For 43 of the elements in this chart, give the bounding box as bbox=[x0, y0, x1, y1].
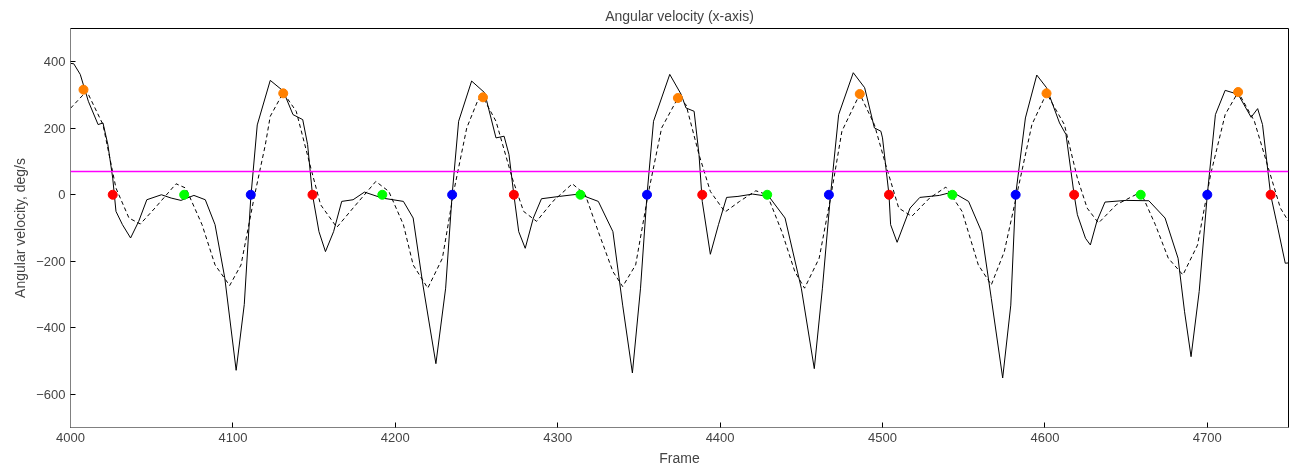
y-axis-title: Angular velocity, deg/s bbox=[12, 158, 29, 298]
point bbox=[642, 189, 653, 200]
y-tick-label: −200 bbox=[36, 253, 66, 269]
point bbox=[447, 189, 458, 200]
point bbox=[823, 189, 834, 200]
x-tick-label: 4600 bbox=[1030, 429, 1060, 445]
point bbox=[377, 189, 388, 200]
point bbox=[508, 189, 519, 200]
point bbox=[179, 189, 190, 200]
point bbox=[1265, 189, 1276, 200]
point bbox=[947, 189, 958, 200]
x-tick-label: 4700 bbox=[1192, 429, 1222, 445]
y-tick-label: 0 bbox=[58, 187, 66, 203]
x-tick-label: 4100 bbox=[218, 429, 248, 445]
point bbox=[884, 189, 894, 200]
x-tick-label: 4500 bbox=[868, 429, 897, 445]
x-axis-title: Frame bbox=[659, 449, 700, 466]
point bbox=[107, 189, 118, 200]
x-tick-label: 4200 bbox=[380, 429, 410, 445]
point bbox=[78, 84, 89, 95]
point bbox=[1135, 189, 1146, 200]
y-tick-label: 200 bbox=[43, 120, 66, 136]
point bbox=[854, 89, 865, 99]
x-tick-label: 4400 bbox=[705, 429, 735, 445]
point bbox=[672, 93, 683, 103]
y-tick-label: 400 bbox=[43, 54, 66, 70]
point bbox=[575, 189, 586, 200]
chart-title: Angular velocity (x-axis) bbox=[605, 7, 754, 24]
y-tick-label: −400 bbox=[36, 320, 66, 336]
y-tick-label: −600 bbox=[36, 386, 66, 402]
point bbox=[1041, 88, 1052, 99]
x-tick-label: 4300 bbox=[543, 429, 573, 445]
point bbox=[245, 189, 256, 200]
point bbox=[697, 189, 708, 200]
x-tick-label: 4000 bbox=[56, 429, 85, 445]
point bbox=[1202, 189, 1213, 200]
point bbox=[278, 88, 289, 99]
point bbox=[1233, 87, 1244, 97]
point bbox=[307, 189, 318, 200]
point bbox=[1069, 189, 1080, 200]
point bbox=[478, 92, 488, 103]
point bbox=[1010, 189, 1021, 200]
point bbox=[762, 189, 773, 200]
